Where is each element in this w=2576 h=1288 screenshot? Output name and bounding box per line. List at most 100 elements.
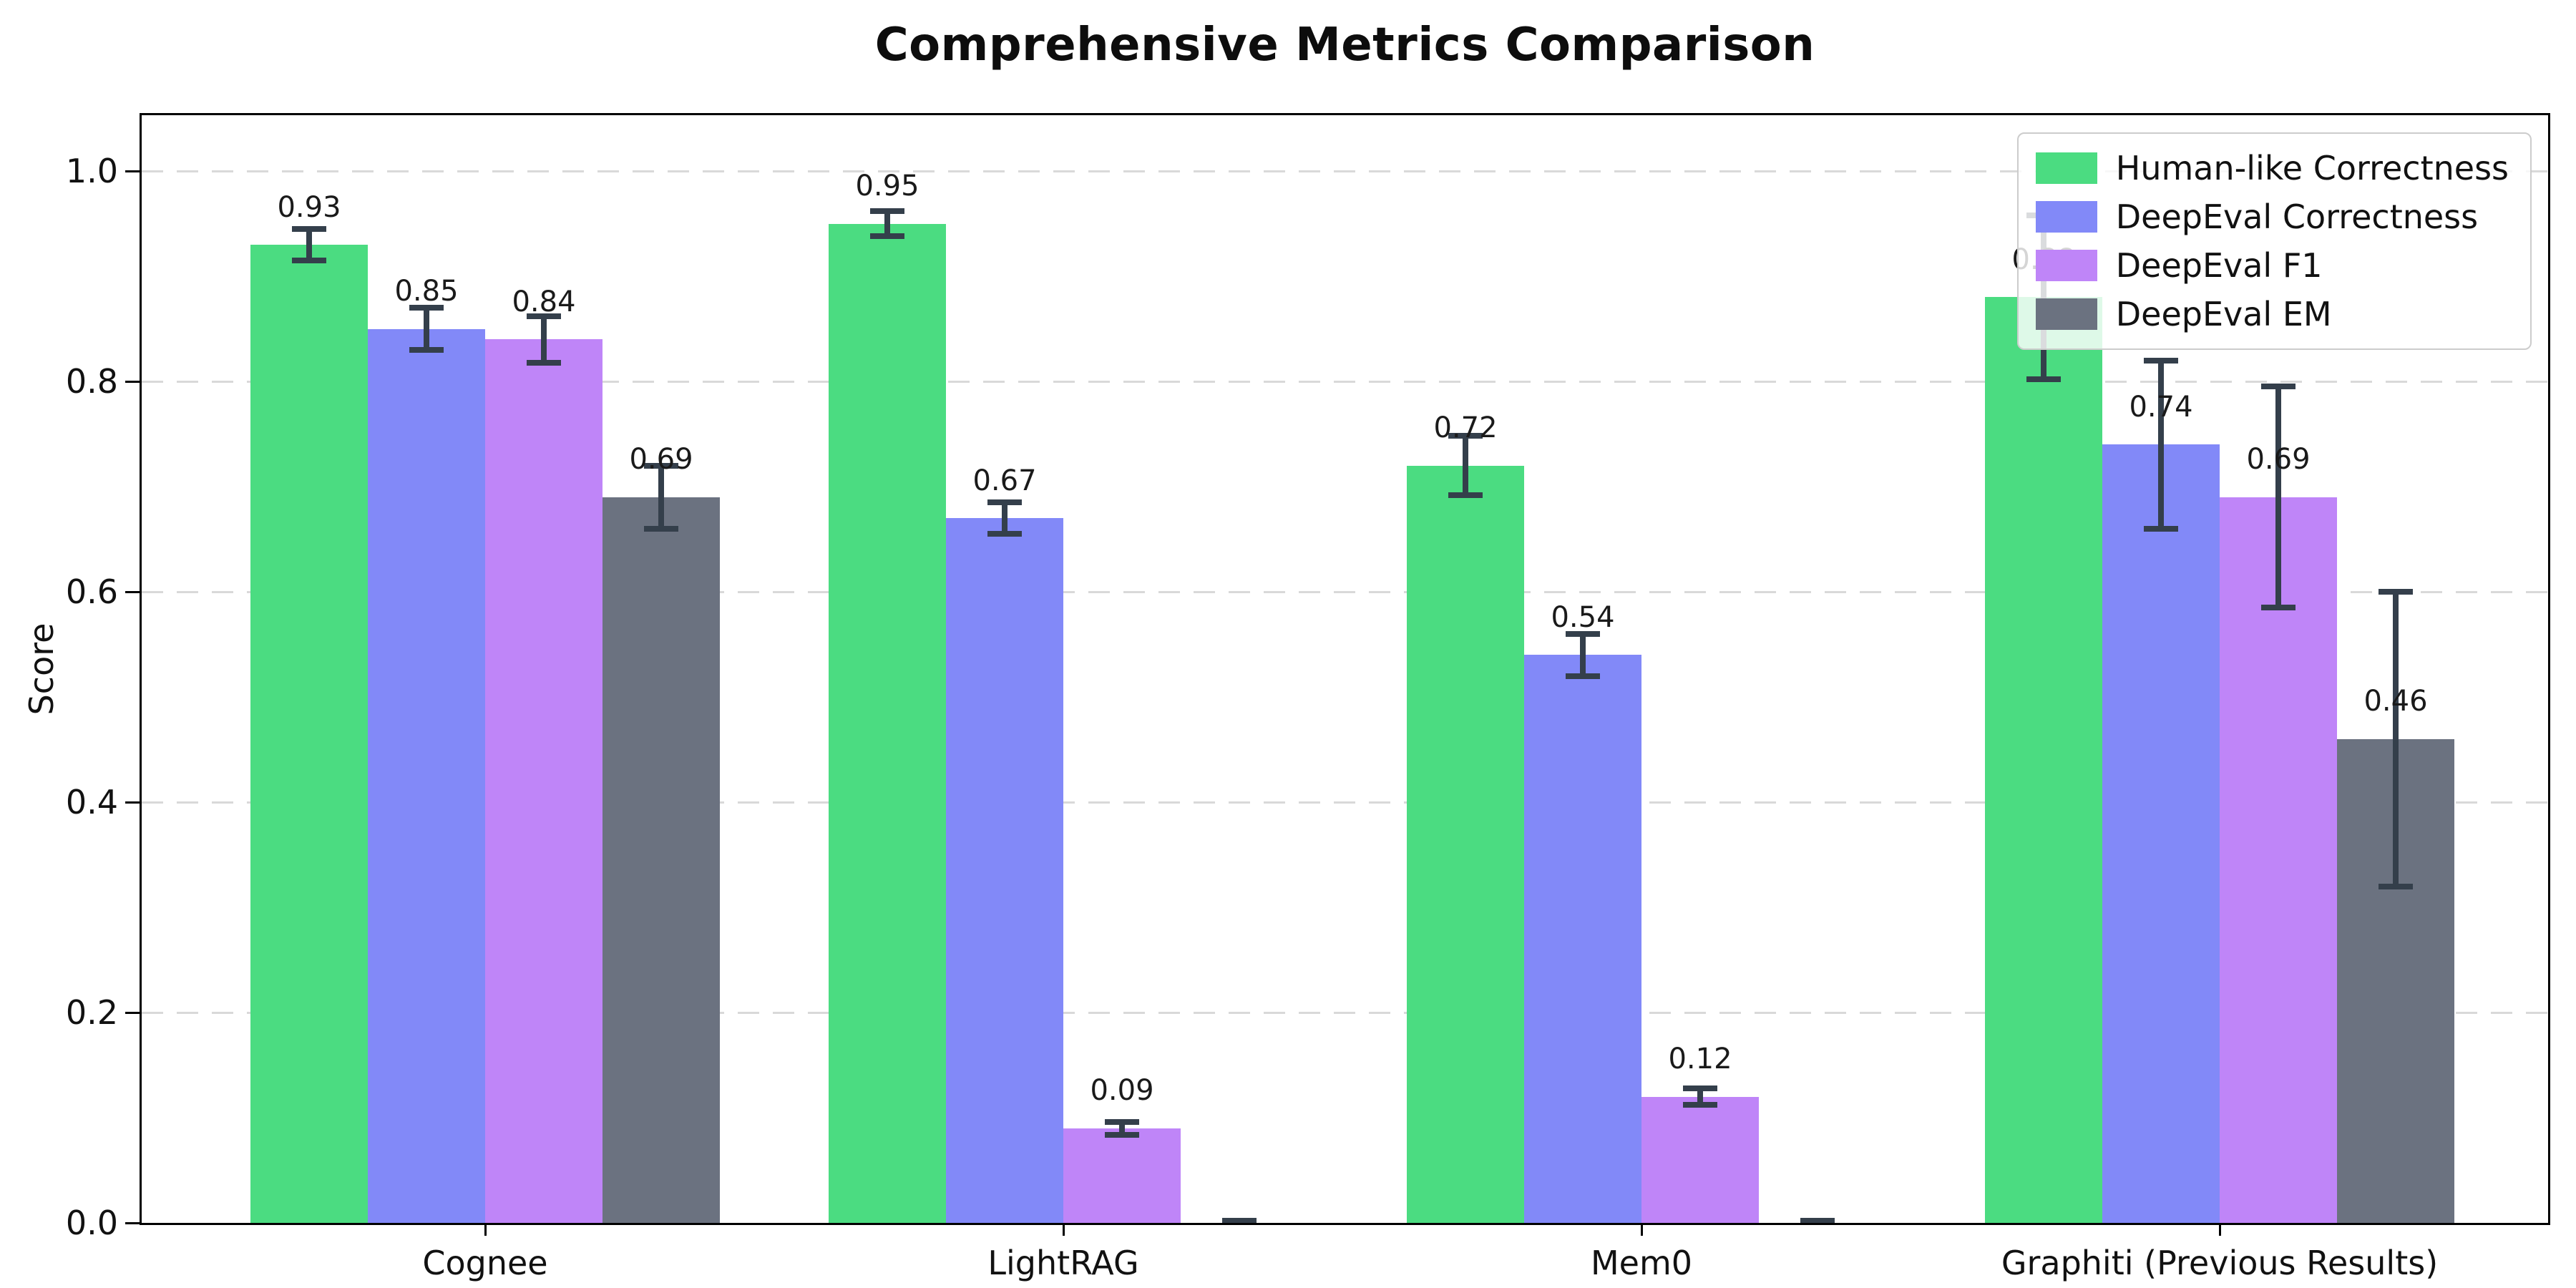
error-bar-cap-bottom bbox=[1105, 1131, 1139, 1138]
bar-value-label: 0.69 bbox=[2246, 443, 2311, 477]
error-bar-line bbox=[2275, 386, 2281, 608]
error-bar-cap-bottom bbox=[292, 257, 326, 263]
error-bar-line bbox=[658, 465, 664, 529]
legend-label: Human-like Correctness bbox=[2115, 149, 2509, 187]
error-bar-cap-top bbox=[1683, 1085, 1717, 1091]
error-bar-cap-bottom bbox=[527, 359, 561, 366]
y-tick-label: 0.6 bbox=[65, 572, 118, 611]
legend-label: DeepEval EM bbox=[2115, 295, 2332, 333]
bar-value-label: 0.09 bbox=[1090, 1074, 1154, 1108]
bar bbox=[602, 497, 720, 1223]
x-tick-label: LightRAG bbox=[987, 1244, 1139, 1282]
error-bar-cap-top bbox=[2144, 357, 2178, 364]
legend-swatch bbox=[2035, 298, 2097, 330]
bar bbox=[1641, 1096, 1759, 1223]
bar-value-label: 0.84 bbox=[512, 285, 576, 318]
error-bar-cap-bottom bbox=[1800, 1221, 1835, 1223]
error-bar-line bbox=[1697, 1088, 1703, 1106]
x-tick-label: Graphiti (Previous Results) bbox=[2001, 1244, 2439, 1282]
bar bbox=[2220, 497, 2337, 1223]
error-bar-cap-top bbox=[1566, 630, 1600, 637]
error-bar-cap-bottom bbox=[2261, 605, 2296, 611]
gridline bbox=[142, 1011, 2548, 1014]
error-bar-line bbox=[541, 316, 547, 363]
y-tick-mark bbox=[125, 380, 140, 383]
legend-label: DeepEval Correctness bbox=[2115, 197, 2479, 236]
y-axis-label: Score bbox=[22, 623, 61, 716]
error-bar-line bbox=[2158, 360, 2164, 529]
y-tick-mark bbox=[125, 170, 140, 172]
bar bbox=[368, 328, 485, 1223]
bar bbox=[1407, 465, 1524, 1223]
bar-value-label: 0.54 bbox=[1551, 600, 1615, 634]
bar-value-label: 0.69 bbox=[629, 443, 693, 477]
error-bar-line bbox=[884, 210, 890, 237]
y-tick-label: 0.0 bbox=[65, 1204, 118, 1242]
error-bar-cap-top bbox=[1105, 1118, 1139, 1125]
legend-swatch bbox=[2035, 152, 2097, 184]
bar bbox=[2102, 444, 2220, 1223]
error-bar-cap-top bbox=[1222, 1218, 1257, 1223]
legend-item: DeepEval EM bbox=[2035, 295, 2509, 333]
legend: Human-like Correctness DeepEval Correctne… bbox=[2016, 132, 2532, 350]
legend-item: DeepEval F1 bbox=[2035, 246, 2509, 285]
plot-area: 0.930.950.720.880.850.670.540.740.840.09… bbox=[140, 113, 2550, 1225]
error-bar-cap-bottom bbox=[1683, 1102, 1717, 1108]
y-tick-mark bbox=[125, 590, 140, 593]
legend-swatch bbox=[2035, 201, 2097, 233]
error-bar-line bbox=[1580, 633, 1586, 676]
x-tick-mark bbox=[1640, 1223, 1643, 1236]
bar bbox=[946, 518, 1063, 1223]
bars-layer: 0.930.950.720.880.850.670.540.740.840.09… bbox=[142, 115, 2548, 1223]
x-tick-label: Cognee bbox=[422, 1244, 548, 1282]
bar bbox=[250, 244, 368, 1223]
error-bar-cap-top bbox=[2379, 589, 2413, 595]
error-bar-cap-bottom bbox=[1222, 1221, 1257, 1223]
error-bar-line bbox=[424, 308, 429, 350]
error-bar-cap-bottom bbox=[644, 525, 678, 532]
gridline bbox=[142, 590, 2548, 593]
bar-value-label: 0.12 bbox=[1668, 1043, 1732, 1076]
legend-label: DeepEval F1 bbox=[2115, 246, 2323, 285]
bar-value-label: 0.74 bbox=[2129, 390, 2193, 424]
error-bar-cap-top bbox=[870, 208, 904, 214]
bar bbox=[1063, 1128, 1181, 1223]
x-tick-mark bbox=[484, 1223, 487, 1236]
error-bar-cap-top bbox=[1800, 1218, 1835, 1223]
error-bar-line bbox=[1463, 436, 1468, 495]
y-tick-mark bbox=[125, 1221, 140, 1224]
error-bar-line bbox=[2393, 592, 2399, 887]
gridline bbox=[142, 801, 2548, 804]
gridline bbox=[142, 380, 2548, 383]
bar-value-label: 0.67 bbox=[972, 464, 1037, 497]
error-bar-cap-bottom bbox=[2379, 883, 2413, 889]
bar-value-label: 0.85 bbox=[394, 275, 459, 308]
bar bbox=[1524, 655, 1641, 1223]
y-tick-label: 0.4 bbox=[65, 783, 118, 821]
bar-value-label: 0.95 bbox=[855, 170, 919, 203]
x-tick-mark bbox=[1062, 1223, 1065, 1236]
error-bar-cap-bottom bbox=[1448, 492, 1483, 498]
error-bar-cap-top bbox=[987, 499, 1022, 506]
x-tick-label: Mem0 bbox=[1590, 1244, 1693, 1282]
legend-item: Human-like Correctness bbox=[2035, 149, 2509, 187]
error-bar-line bbox=[1119, 1121, 1125, 1135]
gridlines-layer bbox=[142, 115, 2548, 1223]
y-tick-label: 0.8 bbox=[65, 362, 118, 401]
error-bar-cap-top bbox=[644, 462, 678, 469]
chart-title: Comprehensive Metrics Comparison bbox=[874, 19, 1815, 72]
error-bar-line bbox=[306, 228, 312, 260]
y-tick-mark bbox=[125, 1011, 140, 1014]
error-bar-cap-top bbox=[527, 313, 561, 319]
error-bar-cap-bottom bbox=[409, 346, 444, 353]
y-tick-label: 0.2 bbox=[65, 993, 118, 1032]
error-bar-cap-top bbox=[409, 305, 444, 311]
error-bar-cap-bottom bbox=[2144, 525, 2178, 532]
bar bbox=[485, 339, 602, 1223]
error-bar-cap-bottom bbox=[987, 531, 1022, 537]
error-bar-cap-top bbox=[292, 225, 326, 232]
error-bar-cap-top bbox=[2261, 384, 2296, 390]
y-tick-label: 1.0 bbox=[65, 152, 118, 190]
gridline bbox=[142, 170, 2548, 172]
